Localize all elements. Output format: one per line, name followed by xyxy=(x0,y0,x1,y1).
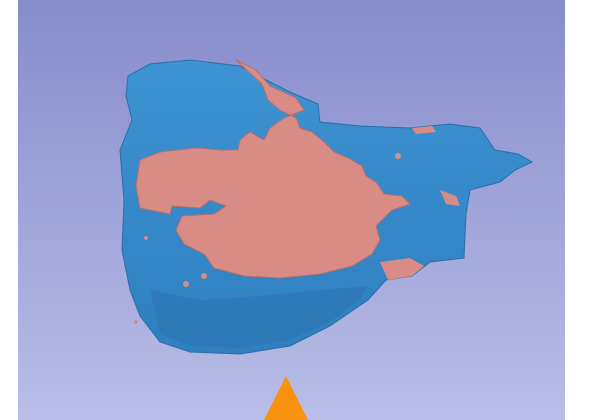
pink-fragment xyxy=(440,190,460,206)
pink-fragment xyxy=(395,153,401,159)
pink-fragment xyxy=(134,320,138,324)
pink-fragment xyxy=(412,126,436,134)
pink-fragment xyxy=(380,258,424,280)
pink-fragment xyxy=(183,281,189,287)
pink-fragment xyxy=(144,236,148,240)
pink-segment xyxy=(135,59,411,279)
pink-fragment xyxy=(201,273,207,279)
blue-shadow xyxy=(150,286,368,348)
orientation-marker xyxy=(264,376,308,420)
